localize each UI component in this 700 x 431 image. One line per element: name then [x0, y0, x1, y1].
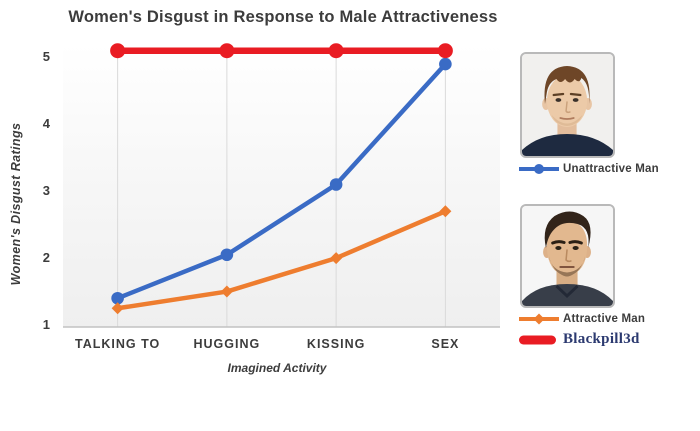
x-axis-title: Imagined Activity: [227, 361, 327, 375]
data-point: [220, 248, 234, 262]
unattractive-man-illustration: [522, 54, 613, 156]
data-point: [439, 205, 452, 218]
attractive-man-legend-marker-icon: [519, 313, 559, 324]
data-point: [111, 302, 124, 315]
attractive-man-photo: [520, 204, 615, 308]
chart-title: Women's Disgust in Response to Male Attr…: [68, 8, 498, 26]
y-axis-title: Women's Disgust Ratings: [9, 122, 23, 286]
legend-label-attractive-man: Attractive Man: [563, 312, 646, 325]
data-point: [111, 291, 124, 305]
legend-label-unattractive-man: Unattractive Man: [563, 162, 659, 175]
blackpill3d-legend-marker-icon: [519, 335, 556, 344]
series-line-1: [115, 209, 448, 311]
series-line-0: [115, 61, 448, 301]
data-point: [328, 43, 344, 59]
legend-label-blackpill3d: Blackpill3d: [563, 331, 640, 347]
data-point: [329, 178, 343, 191]
legend-item-blackpill3d: Blackpill3d: [518, 331, 640, 347]
plot-area-background: [63, 44, 500, 327]
data-point: [437, 43, 453, 59]
unattractive-man-legend-marker-icon: [519, 163, 559, 174]
legend-item-unattractive-man: Unattractive Man: [518, 161, 659, 176]
data-point: [110, 43, 126, 59]
data-point: [330, 252, 343, 265]
data-point: [220, 285, 233, 298]
unattractive-man-photo: [520, 52, 615, 158]
legend-item-attractive-man: Attractive Man: [518, 311, 645, 326]
data-point: [219, 43, 235, 59]
attractive-man-illustration: [522, 206, 613, 306]
data-point: [439, 57, 452, 71]
